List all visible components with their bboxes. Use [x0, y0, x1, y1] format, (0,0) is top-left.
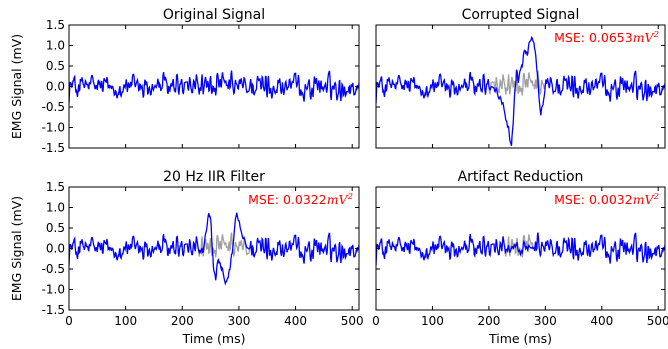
subplot-title: Corrupted Signal — [462, 7, 580, 23]
mse-annotation: MSE: 0.0322mV2 — [248, 192, 353, 207]
y-axis-label: EMG Signal (mV) — [9, 196, 24, 301]
y-tick-label: -1.5 — [42, 303, 65, 317]
x-tick-label: 300 — [534, 314, 557, 328]
subplot-title: Original Signal — [163, 7, 265, 23]
mse-annotation: MSE: 0.0032mV2 — [554, 192, 659, 207]
x-tick-label: 500 — [647, 314, 668, 328]
y-tick-label: 0.0 — [46, 242, 65, 256]
x-tick-label: 100 — [114, 314, 137, 328]
subplot-1: 1.5 1.0 0.5 0.0 -0.5 -1.0 -1.5 Original Signal E… — [9, 7, 360, 155]
y-tick-label: 0.0 — [46, 80, 65, 94]
y-tick-label: 1.5 — [46, 18, 65, 32]
x-tick-label: 200 — [477, 314, 500, 328]
x-axis-label: Time (ms) — [488, 331, 552, 346]
y-tick-label: -0.5 — [42, 100, 65, 114]
x-tick-label: 500 — [341, 314, 364, 328]
y-tick-label: -1.0 — [42, 121, 65, 135]
reference-signal-line — [502, 234, 538, 258]
x-tick-label: 300 — [227, 314, 250, 328]
y-tick-label: -1.0 — [42, 283, 65, 297]
y-tick-label: 1.5 — [46, 180, 65, 194]
mse-annotation: MSE: 0.0653mV2 — [554, 30, 659, 45]
y-tick-label: 1.0 — [46, 201, 65, 215]
signal-line — [69, 212, 359, 286]
subplot-2: Corrupted Signal MSE: 0.0653mV2 — [375, 7, 666, 149]
y-tick-label: -1.5 — [42, 141, 65, 155]
signal-line — [376, 232, 665, 266]
x-tick-label: 0 — [65, 314, 73, 328]
y-tick-label: 0.5 — [46, 59, 65, 73]
x-tick-label: 200 — [171, 314, 194, 328]
y-axis-label: EMG Signal (mV) — [9, 34, 24, 139]
signal-line — [376, 35, 665, 146]
reference-signal-line — [197, 232, 251, 258]
subplot-4: 0 100 200 300 400 500 Artifact Reduction Time (… — [372, 169, 668, 346]
x-tick-label: 100 — [421, 314, 444, 328]
y-tick-label: 0.5 — [46, 221, 65, 235]
x-tick-label: 0 — [372, 314, 380, 328]
subplot-title: Artifact Reduction — [458, 169, 584, 185]
subplot-title: 20 Hz IIR Filter — [163, 169, 265, 185]
x-tick-label: 400 — [590, 314, 613, 328]
x-axis-label: Time (ms) — [181, 331, 245, 346]
signal-line — [69, 70, 359, 104]
y-tick-label: -0.5 — [42, 262, 65, 276]
y-tick-label: 1.0 — [46, 39, 65, 53]
subplot-3: 1.5 1.0 0.5 0.0 -0.5 -1.0 -1.50 100 200 300 400 500… — [9, 169, 364, 346]
x-tick-label: 400 — [284, 314, 307, 328]
